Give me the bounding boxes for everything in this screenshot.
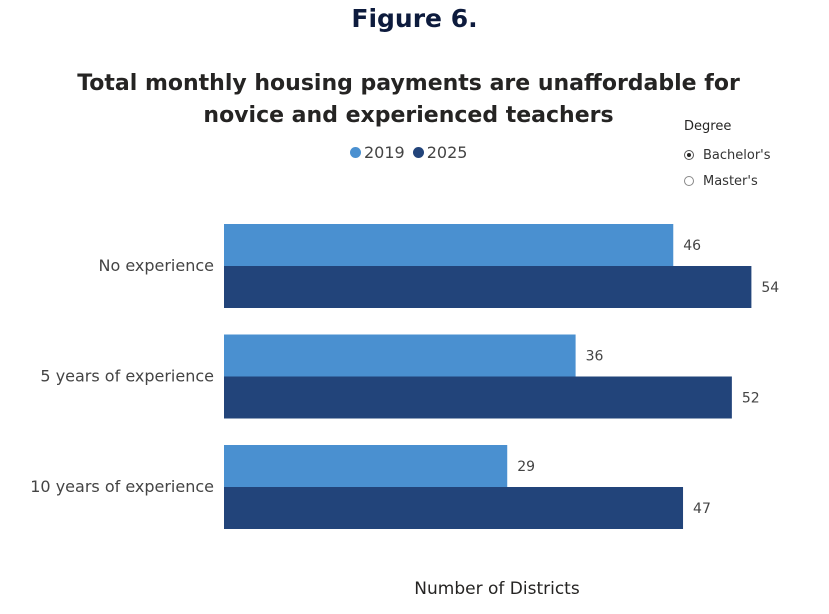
bar-2019-10-years-of-experience[interactable] [224,445,508,487]
legend-label-2019: 2019 [364,143,405,162]
bar-2025-5-years-of-experience[interactable] [224,376,732,419]
x-axis-title: Number of Districts [414,579,580,599]
bar-2025-10-years-of-experience[interactable] [224,487,684,529]
data-label-2019-5-years-of-experience: 36 [586,349,604,365]
slicer-option-label: Bachelor's [703,147,771,163]
bar-2019-5-years-of-experience[interactable] [224,334,576,377]
degree-slicer: Degree Bachelor's Master's [684,119,771,194]
category-label-no-experience: No experience [98,256,214,275]
legend-label-2025: 2025 [426,143,468,162]
chart-legend: 2019 2025 [350,143,471,162]
slicer-option-masters[interactable]: Master's [684,168,771,194]
legend-marker-2019 [350,147,361,158]
slicer-header: Degree [684,119,732,134]
category-label-10-years-of-experience: 10 years of experience [30,477,214,496]
chart-title: Total monthly housing payments are unaff… [77,71,740,128]
data-label-2025-no-experience: 54 [761,280,779,296]
legend-marker-2025 [412,147,424,158]
data-label-2019-10-years-of-experience: 29 [517,459,535,475]
figure-label: Figure 6. [351,4,478,33]
radio-selected-icon[interactable] [684,150,694,160]
bar-2025-no-experience[interactable] [224,266,752,308]
data-label-2025-10-years-of-experience: 47 [693,501,711,517]
data-label-2019-no-experience: 46 [683,238,701,254]
category-label-5-years-of-experience: 5 years of experience [40,367,214,386]
legend-item-2025[interactable]: 2025 [412,143,468,162]
slicer-option-label: Master's [703,173,758,189]
radio-unselected-icon[interactable] [684,176,694,186]
bar-2019-no-experience[interactable] [224,224,674,266]
slicer-option-bachelors[interactable]: Bachelor's [684,142,771,168]
data-label-2025-5-years-of-experience: 52 [742,391,760,407]
legend-item-2019[interactable]: 2019 [350,143,405,162]
